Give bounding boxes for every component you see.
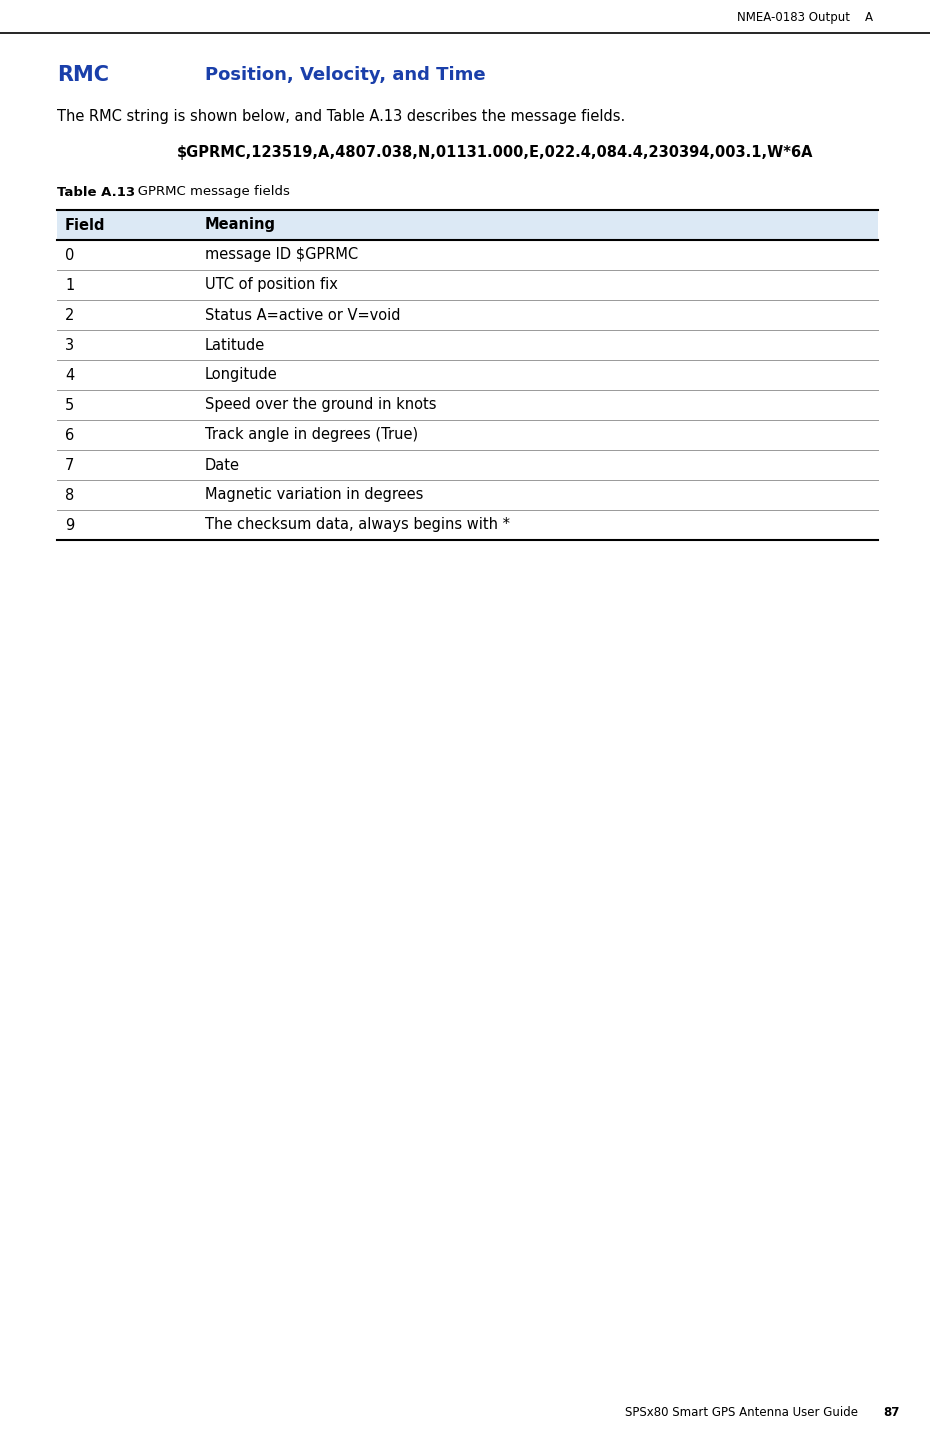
Text: NMEA-0183 Output    A: NMEA-0183 Output A <box>737 11 873 24</box>
Text: 7: 7 <box>65 458 74 472</box>
Text: GPRMC message fields: GPRMC message fields <box>125 186 290 199</box>
Text: Position, Velocity, and Time: Position, Velocity, and Time <box>205 66 485 84</box>
Text: Status A=active or V=void: Status A=active or V=void <box>205 307 401 323</box>
Text: 1: 1 <box>65 277 74 293</box>
Text: Date: Date <box>205 458 240 472</box>
Text: Magnetic variation in degrees: Magnetic variation in degrees <box>205 488 423 502</box>
Text: 87: 87 <box>883 1406 899 1419</box>
Text: 6: 6 <box>65 428 74 442</box>
Text: RMC: RMC <box>57 64 109 84</box>
Text: Track angle in degrees (True): Track angle in degrees (True) <box>205 428 418 442</box>
Bar <box>57 210 878 240</box>
Text: The RMC string is shown below, and Table A.13 describes the message fields.: The RMC string is shown below, and Table… <box>57 109 625 123</box>
Text: 2: 2 <box>65 307 74 323</box>
Text: SPSx80 Smart GPS Antenna User Guide: SPSx80 Smart GPS Antenna User Guide <box>625 1406 873 1419</box>
Text: 4: 4 <box>65 368 74 382</box>
Text: Table A.13: Table A.13 <box>57 186 135 199</box>
Text: message ID $GPRMC: message ID $GPRMC <box>205 247 358 263</box>
Text: 5: 5 <box>65 398 74 412</box>
Text: 9: 9 <box>65 518 74 532</box>
Text: $GPRMC,123519,A,4807.038,N,01131.000,E,022.4,084.4,230394,003.1,W*6A: $GPRMC,123519,A,4807.038,N,01131.000,E,0… <box>177 144 814 160</box>
Text: Longitude: Longitude <box>205 368 278 382</box>
Text: Speed over the ground in knots: Speed over the ground in knots <box>205 398 436 412</box>
Text: The checksum data, always begins with *: The checksum data, always begins with * <box>205 518 510 532</box>
Text: Field: Field <box>65 217 105 233</box>
Text: Meaning: Meaning <box>205 217 276 233</box>
Text: 0: 0 <box>65 247 74 263</box>
Text: 8: 8 <box>65 488 74 502</box>
Text: Latitude: Latitude <box>205 337 265 353</box>
Text: UTC of position fix: UTC of position fix <box>205 277 338 293</box>
Text: 3: 3 <box>65 337 74 353</box>
